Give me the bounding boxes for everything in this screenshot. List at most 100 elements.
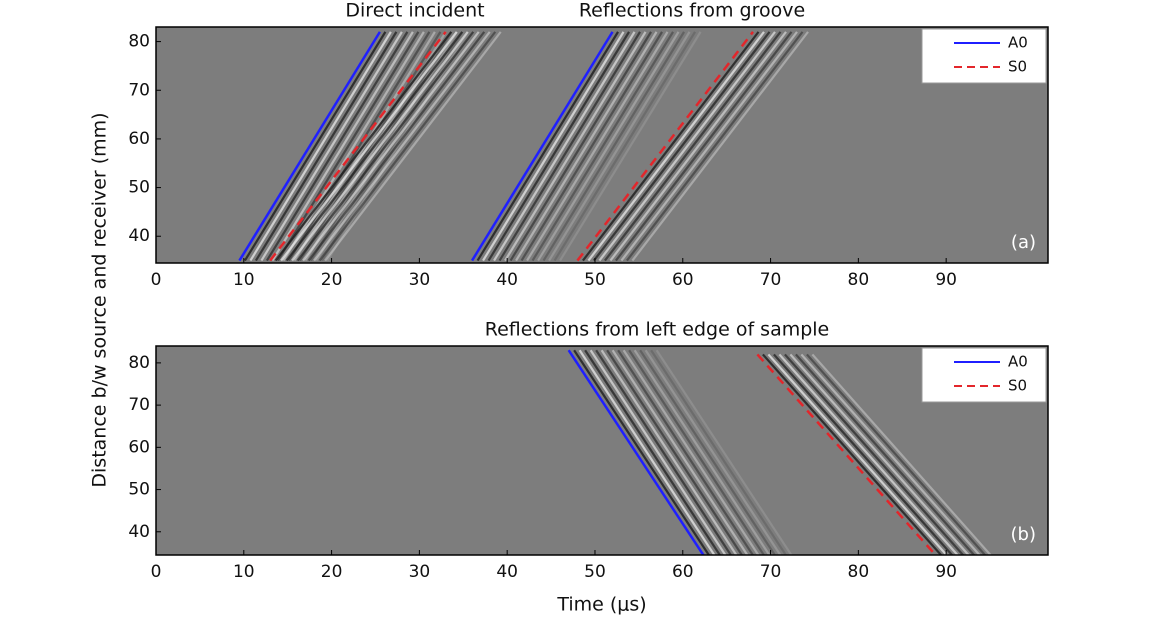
wave-texture (800, 353, 981, 555)
annotation: Reflections from left edge of sample (485, 319, 830, 341)
series-line (756, 353, 938, 555)
x-tick-label: 10 (233, 562, 255, 582)
legend-label: A0 (1008, 34, 1028, 52)
x-tick-label: 20 (321, 270, 343, 290)
x-tick-label: 50 (584, 562, 606, 582)
wave-texture (291, 31, 469, 262)
x-tick-label: 0 (151, 562, 162, 582)
y-tick-label: 80 (128, 353, 150, 373)
x-tick-label: 40 (496, 562, 518, 582)
wave-texture (509, 31, 652, 262)
x-tick-label: 40 (496, 270, 518, 290)
legend-label: A0 (1008, 353, 1028, 371)
wave-texture (615, 31, 793, 262)
wave-texture (633, 349, 771, 555)
annotation: Direct incident (345, 0, 484, 22)
wave-texture (482, 31, 625, 262)
wave-texture (767, 353, 948, 555)
wave-texture (639, 349, 777, 555)
wave-texture (644, 349, 782, 555)
plot-frame (155, 345, 1049, 556)
y-tick-label: 50 (128, 178, 150, 198)
wave-texture (795, 353, 976, 555)
wave-texture (249, 31, 392, 262)
wave-texture (296, 31, 475, 262)
wave-texture (773, 353, 954, 555)
wave-texture (606, 349, 744, 555)
panel-label: (b) (1011, 524, 1036, 545)
wave-texture (542, 31, 685, 262)
y-axis-label: Distance b/w source and receiver (mm) (89, 112, 111, 487)
wave-texture (762, 353, 943, 555)
x-tick-label: 90 (935, 562, 957, 582)
wave-texture (582, 31, 760, 262)
wave-texture (650, 349, 788, 555)
wave-texture (604, 31, 782, 262)
wave-texture (287, 31, 431, 262)
wave-texture (493, 31, 636, 262)
x-tick-label: 30 (409, 562, 431, 582)
wave-texture (276, 31, 420, 262)
y-tick-label: 40 (128, 226, 150, 246)
wave-texture (587, 31, 765, 262)
wave-texture (318, 31, 497, 262)
wave-texture (598, 31, 776, 262)
wave-texture (589, 349, 727, 555)
wave-texture (553, 31, 696, 262)
plot-background (156, 346, 1048, 555)
wave-texture (778, 353, 959, 555)
wave-texture (631, 31, 809, 262)
x-tick-label: 50 (584, 270, 606, 290)
x-tick-label: 70 (760, 270, 782, 290)
wave-texture (243, 31, 387, 262)
legend-box (921, 347, 1047, 403)
wave-texture (593, 31, 771, 262)
x-tick-label: 30 (409, 270, 431, 290)
wave-texture (324, 31, 502, 262)
annotation: Reflections from groove (579, 0, 805, 22)
x-tick-label: 60 (672, 270, 694, 290)
wave-texture (520, 31, 663, 262)
wave-texture (504, 31, 647, 262)
wave-texture (526, 31, 669, 262)
wave-texture (626, 31, 804, 262)
wave-texture (313, 31, 491, 262)
wave-texture (271, 31, 414, 262)
wave-texture (595, 349, 733, 555)
wave-texture (302, 31, 480, 262)
series-line (576, 31, 754, 262)
wave-texture (548, 31, 691, 262)
wave-texture (487, 31, 630, 262)
series-line (567, 349, 705, 555)
wave-texture (531, 31, 674, 262)
wave-texture (600, 349, 738, 555)
wave-texture (254, 31, 398, 262)
x-axis-label: Time (μs) (556, 594, 646, 616)
wave-texture (285, 31, 464, 262)
x-tick-label: 0 (151, 270, 162, 290)
panel-label: (a) (1011, 232, 1036, 253)
x-tick-label: 20 (321, 562, 343, 582)
wave-texture (784, 353, 965, 555)
wave-texture (476, 31, 619, 262)
wave-texture (515, 31, 658, 262)
y-tick-label: 50 (128, 480, 150, 500)
y-tick-label: 80 (128, 32, 150, 52)
y-tick-label: 70 (128, 80, 150, 100)
wave-texture (789, 353, 970, 555)
legend-label: S0 (1008, 377, 1027, 395)
x-tick-label: 90 (935, 270, 957, 290)
wave-texture (578, 349, 716, 555)
wave-texture (537, 31, 680, 262)
x-tick-label: 70 (760, 562, 782, 582)
wave-texture (609, 31, 787, 262)
wave-texture (265, 31, 409, 262)
wave-texture (622, 349, 760, 555)
plot-background (156, 27, 1048, 263)
wave-texture (655, 349, 793, 555)
x-tick-label: 60 (672, 562, 694, 582)
wave-texture (584, 349, 722, 555)
series-line (238, 31, 381, 262)
wave-texture (280, 31, 458, 262)
